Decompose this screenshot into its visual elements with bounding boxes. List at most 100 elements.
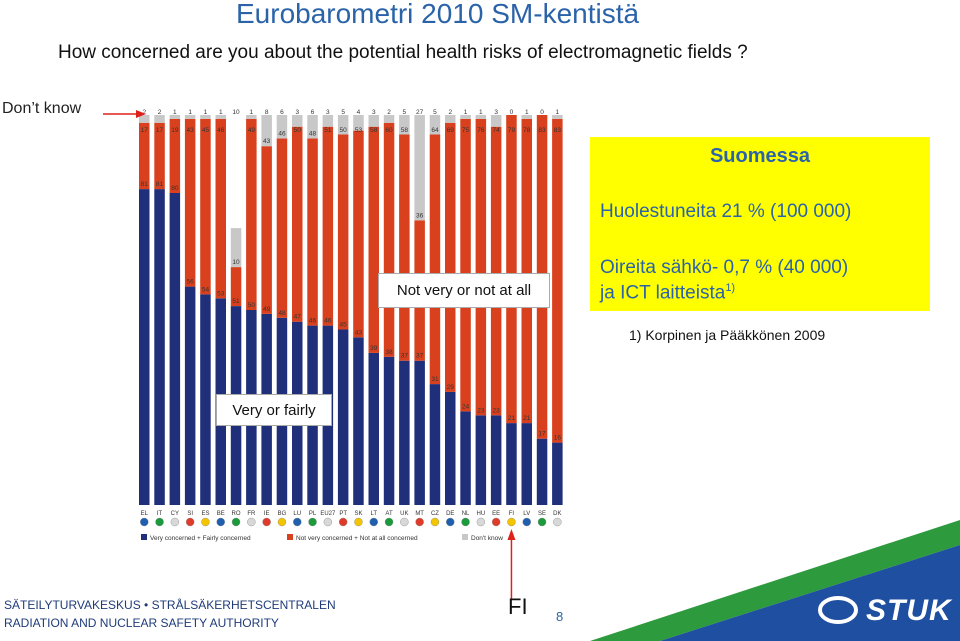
value-label-dontknow-PT: 5 [341, 109, 345, 116]
category-label-SI: SI [187, 511, 193, 517]
bar-dontknow-EE [490, 115, 502, 127]
value-label-dontknow-UK: 5 [403, 109, 407, 116]
flag-SK [354, 517, 363, 527]
flag-BE [216, 517, 225, 527]
category-label-BG: BG [278, 511, 287, 517]
category-label-MT: MT [415, 511, 424, 517]
bar-dontknow-HU [475, 115, 487, 119]
bar-dontknow-CZ [429, 115, 441, 135]
value-label-notvery-SE: 83 [538, 127, 546, 134]
flag-EL [140, 517, 149, 527]
bar-notvery-HU [475, 118, 487, 416]
bar-notvery-EL [139, 122, 150, 190]
very-annotation: Very or fairly [216, 394, 332, 426]
bar-dontknow-NL [460, 115, 471, 119]
value-label-very-IT: 81 [156, 181, 164, 188]
finland-box-concerned: Huolestuneita 21 % (100 000) [600, 201, 852, 222]
finland-highlight-label: FI [508, 594, 528, 619]
bar-notvery-BE [215, 118, 226, 299]
category-label-EE: EE [492, 511, 500, 517]
value-label-dontknow-EE: 3 [494, 109, 498, 116]
value-label-notvery-ES: 45 [202, 127, 210, 134]
bar-very-PT [337, 329, 349, 505]
bar-dontknow-BG [276, 115, 288, 139]
value-label-dontknow-AT: 2 [387, 109, 391, 116]
value-label-dontknow-RO: 10 [232, 109, 240, 116]
value-label-very-UK: 37 [401, 353, 409, 360]
flag-ES [201, 517, 210, 527]
finland-box-ict: ja ICT laitteista1) [600, 282, 735, 304]
bar-dontknow-EU27 [322, 115, 334, 127]
value-label-notvery-NL: 75 [462, 127, 470, 134]
bar-notvery-UK [399, 134, 410, 361]
bar-very-AT [383, 356, 395, 505]
bar-dontknow-BE [215, 115, 226, 119]
bar-dontknow-EL [139, 115, 150, 123]
value-label-very-DE: 29 [447, 384, 455, 391]
flag-AT [384, 517, 394, 527]
value-label-very-CZ: 31 [431, 376, 439, 383]
value-label-notvery-PL: 48 [309, 130, 317, 137]
bar-very-LT [368, 352, 379, 505]
bar-notvery-LV [521, 118, 532, 424]
category-label-SE: SE [538, 511, 546, 517]
value-label-very-HU: 23 [477, 407, 485, 414]
value-label-very-FI: 21 [508, 415, 516, 422]
bar-notvery-IE [261, 146, 272, 314]
bar-very-EE [490, 415, 502, 505]
bar-dontknow-LV [521, 115, 532, 119]
value-label-notvery-FR: 49 [248, 127, 256, 134]
bar-dontknow-IT [154, 115, 165, 123]
chart-legend: Very concerned + Fairly concerned Not ver… [141, 534, 503, 542]
bar-notvery-BG [276, 138, 288, 318]
bar-very-HU [475, 415, 487, 505]
bar-very-SE [536, 438, 548, 505]
category-label-CZ: CZ [431, 511, 439, 517]
flag-IE [262, 517, 271, 527]
flag-BG [277, 517, 287, 527]
value-label-very-PL: 46 [309, 318, 317, 325]
value-label-very-NL: 24 [462, 403, 470, 410]
page-title: Eurobarometri 2010 SM-kentistä [236, 0, 640, 29]
value-label-notvery-EU27: 51 [324, 127, 332, 134]
value-label-notvery-HU: 76 [477, 127, 485, 134]
bar-dontknow-DE [445, 115, 456, 123]
value-label-dontknow-MT: 27 [416, 109, 424, 116]
bar-notvery-DK [552, 118, 563, 443]
fi-arrow-head [507, 529, 516, 540]
legend-swatch-1 [287, 534, 293, 540]
value-label-notvery-LT: 58 [370, 127, 378, 134]
bar-notvery-SK [353, 130, 364, 338]
bar-notvery-EU27 [322, 126, 334, 326]
flag-FR [247, 517, 256, 527]
bar-very-CY [169, 193, 181, 505]
chart-flags [140, 517, 562, 527]
bar-very-UK [399, 360, 410, 505]
value-label-dontknow-EL: 2 [142, 109, 146, 116]
category-label-EL: EL [141, 511, 149, 517]
bar-very-ES [200, 294, 211, 505]
value-label-very-DK: 16 [554, 435, 562, 442]
value-label-notvery-FI: 79 [508, 127, 516, 134]
bar-dontknow-UK [399, 115, 410, 135]
value-label-very-LV: 21 [523, 415, 531, 422]
flag-EU27 [323, 517, 333, 527]
value-label-dontknow-IE: 8 [265, 109, 269, 116]
value-label-very-LU: 47 [294, 314, 302, 321]
legend-label-1: Not very concerned + Not at all concerne… [296, 535, 418, 542]
value-label-dontknow-CY: 1 [173, 109, 177, 116]
value-label-notvery-DK: 83 [554, 127, 562, 134]
value-label-notvery-BE: 46 [217, 127, 225, 134]
finland-box-symptoms: Oireita sähkö- 0,7 % (40 000) [600, 257, 849, 278]
bar-dontknow-PT [337, 115, 349, 135]
bar-very-DK [552, 442, 563, 505]
category-label-BE: BE [217, 511, 225, 517]
value-label-notvery-DE: 69 [447, 127, 455, 134]
value-label-notvery-BG: 46 [278, 130, 286, 137]
category-label-IT: IT [157, 511, 163, 517]
category-label-PT: PT [339, 511, 347, 517]
category-label-DK: DK [553, 511, 561, 517]
survey-question: How concerned are you about the potentia… [58, 42, 748, 63]
value-label-very-LT: 39 [370, 345, 378, 352]
category-label-FR: FR [247, 511, 256, 517]
